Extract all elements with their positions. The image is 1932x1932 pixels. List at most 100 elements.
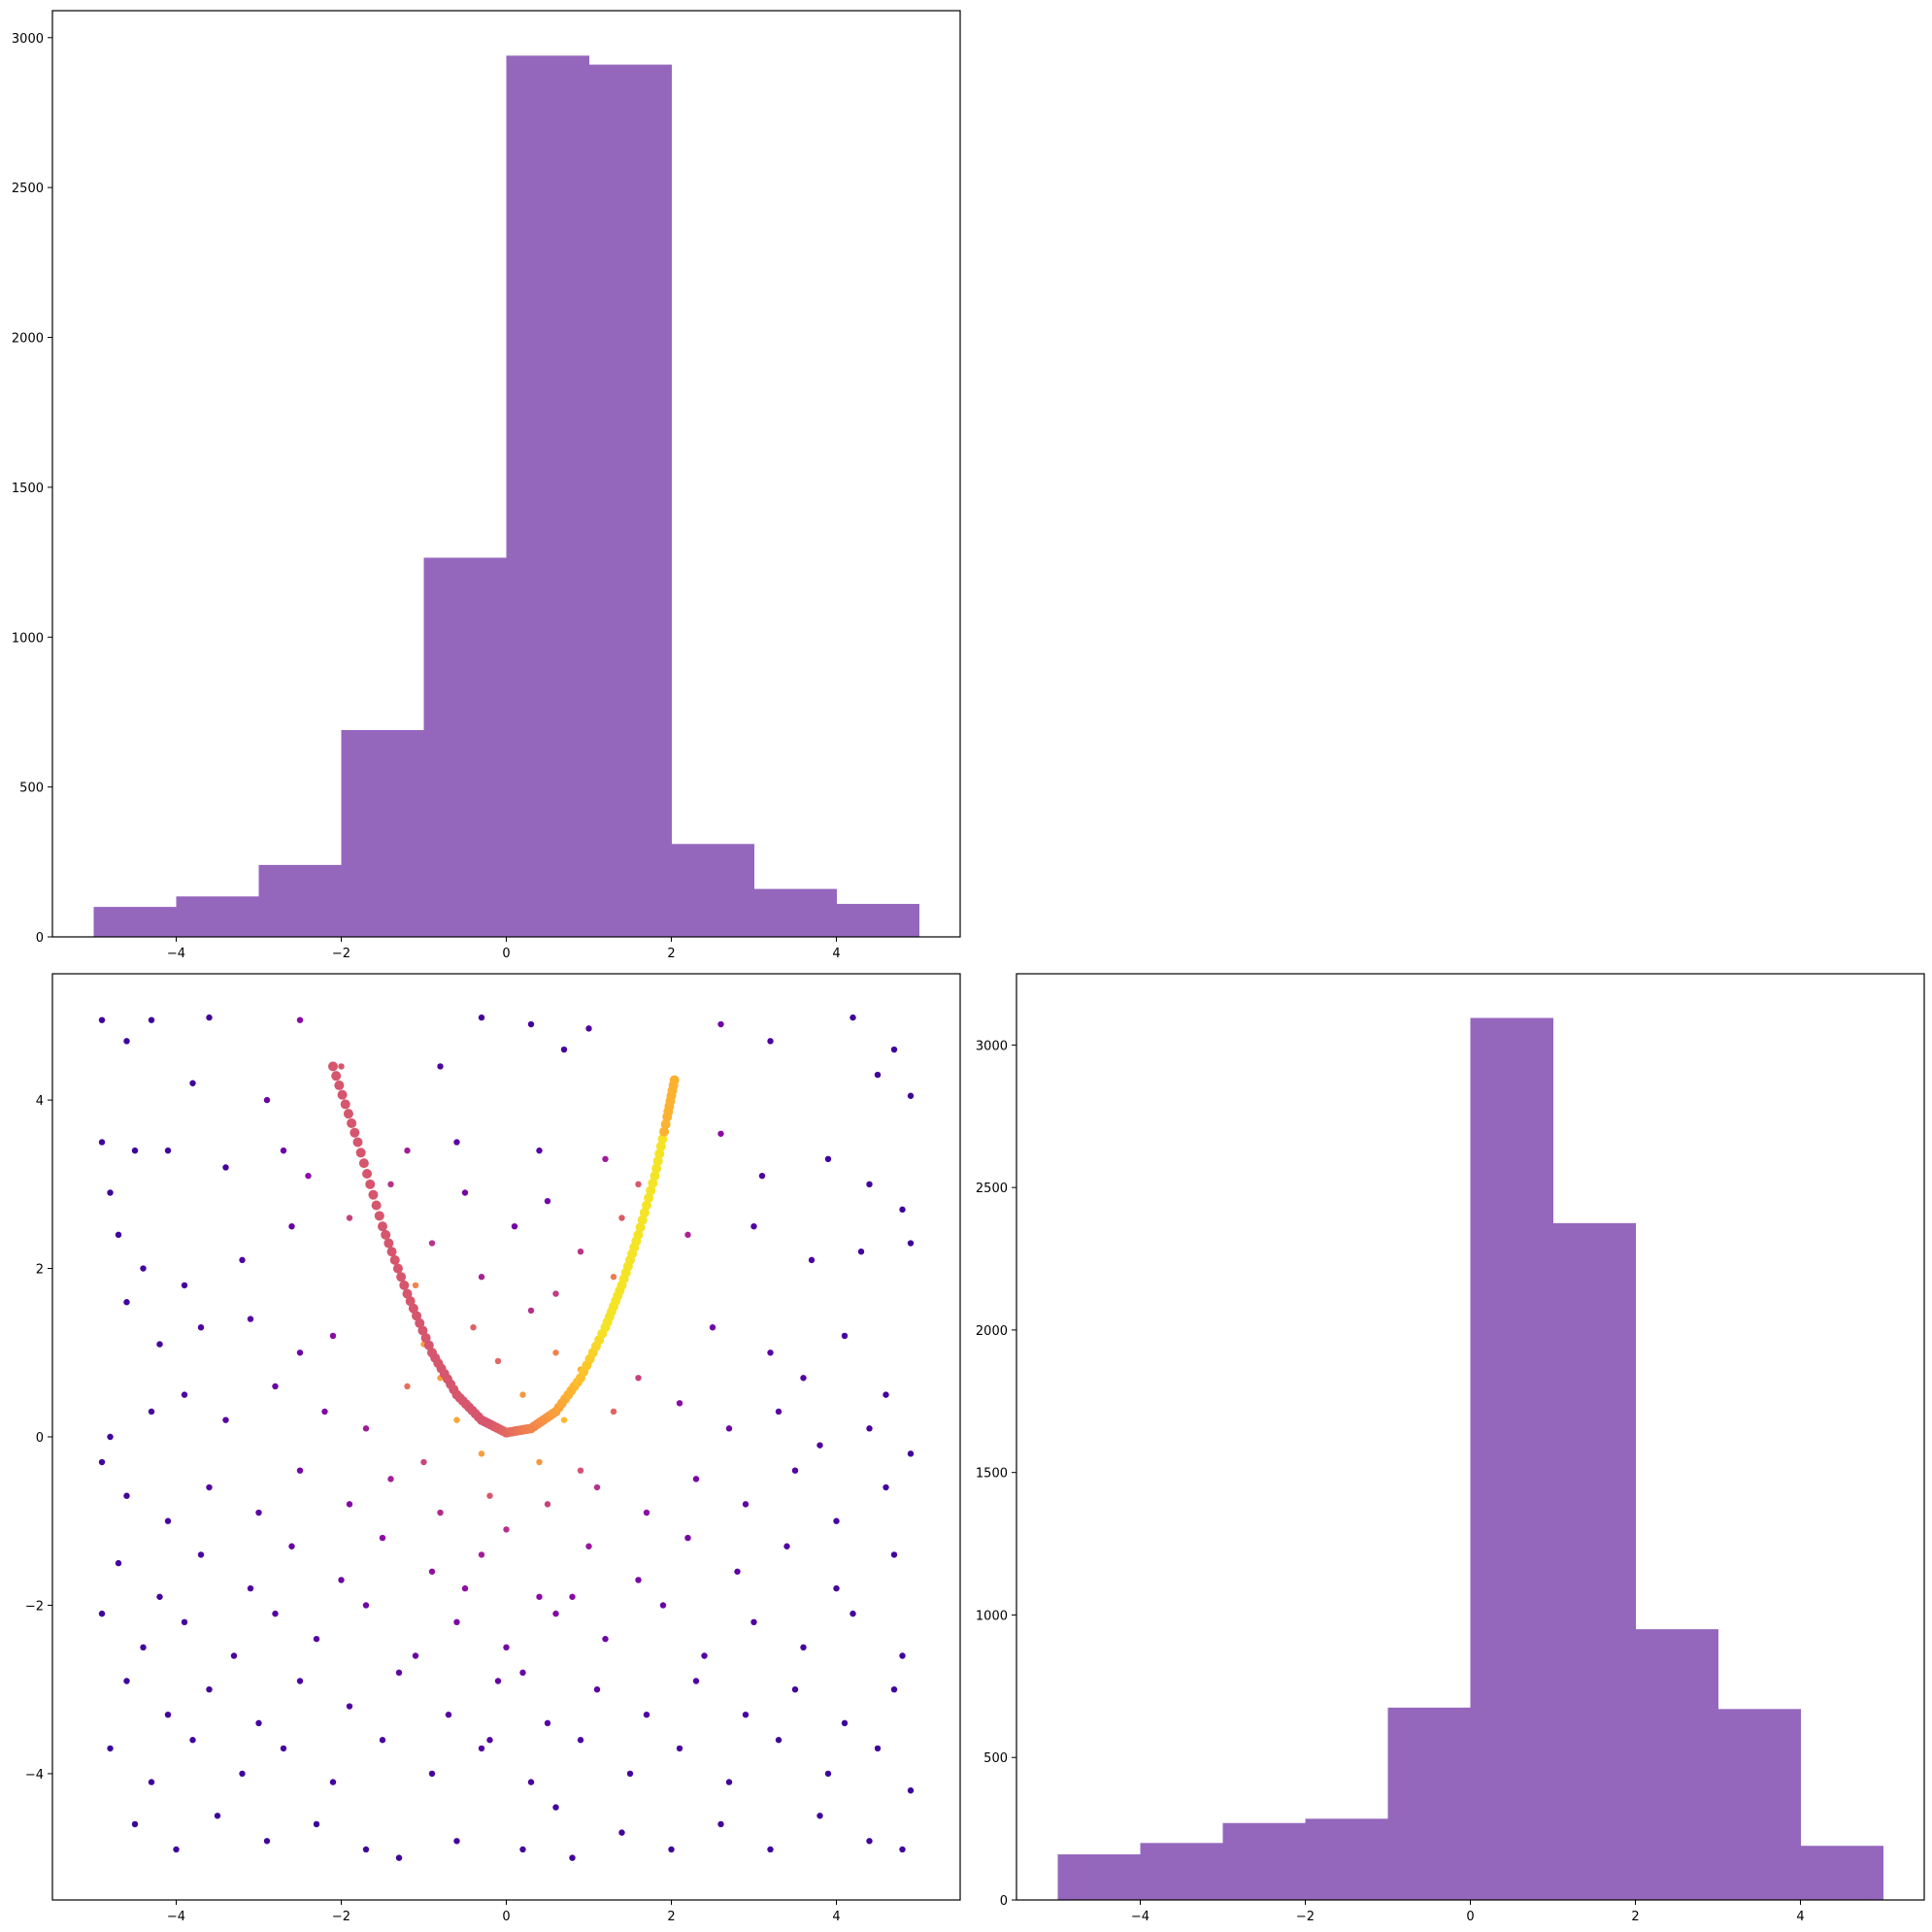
- y-tick-label: 4: [36, 1094, 44, 1109]
- scatter-point: [148, 1408, 155, 1416]
- scatter-point: [907, 1787, 915, 1794]
- scatter-point: [833, 1517, 840, 1524]
- x-tick-label: −4: [1131, 1910, 1149, 1924]
- scatter-point: [181, 1282, 188, 1289]
- scatter-point: [907, 1450, 915, 1457]
- scatter-point: [346, 1501, 353, 1508]
- scatter-point: [383, 1238, 394, 1249]
- scatter-point: [635, 1577, 642, 1583]
- scatter-point: [206, 1014, 213, 1021]
- scatter-point: [552, 1804, 559, 1811]
- scatter-point: [701, 1652, 708, 1659]
- scatter-point: [750, 1222, 757, 1230]
- scatter-point: [181, 1391, 188, 1398]
- scatter-point: [692, 1476, 700, 1482]
- scatter-point: [399, 1280, 410, 1290]
- x-tick-label: 4: [832, 947, 840, 961]
- scatter-point: [519, 1846, 526, 1853]
- scatter-point: [374, 1211, 384, 1221]
- axes-frame: [1016, 973, 1925, 1901]
- scatter-point: [527, 1307, 535, 1315]
- scatter-point: [280, 1745, 287, 1752]
- histogram-bar: [423, 557, 507, 937]
- scatter-point: [635, 1181, 642, 1188]
- x-tick-label: 2: [667, 947, 675, 961]
- scatter-point: [626, 1770, 634, 1778]
- scatter-point: [296, 1016, 304, 1023]
- scatter-point: [423, 1340, 434, 1350]
- scatter-point: [593, 1483, 601, 1491]
- scatter-point: [800, 1375, 807, 1382]
- scatter-point: [272, 1382, 279, 1390]
- scatter-point: [676, 1745, 683, 1752]
- scatter-panel: −4 −2 0 2 4 −4 −2 0 2 4: [25, 973, 961, 1924]
- scatter-point: [654, 1149, 665, 1159]
- scatter-point: [907, 1240, 915, 1247]
- scatter-point: [478, 1014, 485, 1021]
- scatter-point: [684, 1231, 691, 1239]
- scatter-point: [536, 1147, 543, 1154]
- scatter-point: [544, 1197, 551, 1205]
- scatter-point: [637, 1215, 648, 1225]
- histogram-bar: [1222, 1822, 1306, 1900]
- histogram-bar: [1387, 1707, 1471, 1900]
- scatter-point: [392, 1263, 403, 1274]
- scatter-point: [230, 1652, 238, 1659]
- scatter-point: [164, 1517, 172, 1524]
- scatter-point: [350, 1127, 360, 1138]
- y-tick-label: 0: [36, 1431, 44, 1446]
- scatter-point: [659, 1126, 670, 1137]
- scatter-point: [365, 1179, 376, 1189]
- histogram-bar: [671, 844, 754, 937]
- scatter-point: [288, 1222, 295, 1230]
- scatter-point: [676, 1400, 683, 1407]
- histogram-bar: [753, 888, 837, 937]
- scatter-point: [585, 1025, 592, 1032]
- scatter-point: [874, 1071, 882, 1079]
- scatter-point: [767, 1038, 774, 1045]
- scatter-point: [824, 1770, 832, 1778]
- scatter-point: [857, 1249, 865, 1255]
- scatter-point: [866, 1425, 873, 1432]
- y-tick-label: 500: [19, 782, 44, 796]
- scatter-point: [404, 1382, 411, 1390]
- scatter-point: [445, 1712, 452, 1718]
- scatter-point: [494, 1678, 502, 1684]
- axes-frame: [51, 973, 961, 1901]
- histogram-right-panel: −4 −2 0 2 4 0 500 1000 1500 2000 2500 3000: [976, 973, 1925, 1924]
- scatter-point: [725, 1779, 733, 1785]
- scatter-point: [503, 1644, 510, 1651]
- scatter-point: [800, 1644, 807, 1651]
- scatter-point: [734, 1568, 741, 1575]
- scatter-point: [660, 1119, 671, 1130]
- scatter-point: [841, 1719, 849, 1727]
- scatter-point: [415, 1317, 425, 1328]
- scatter-point: [899, 1846, 906, 1853]
- scatter-point: [544, 1719, 551, 1727]
- scatter-point: [655, 1141, 666, 1151]
- scatter-point: [750, 1618, 757, 1626]
- scatter-point: [156, 1593, 163, 1600]
- scatter-point: [408, 1303, 418, 1314]
- scatter-point: [428, 1568, 436, 1575]
- scatter-point: [659, 1602, 667, 1609]
- scatter-point: [263, 1838, 271, 1845]
- scatter-point: [123, 1299, 130, 1306]
- scatter-point: [453, 1838, 460, 1845]
- scatter-point: [338, 1577, 345, 1583]
- scatter-point: [461, 1584, 469, 1592]
- scatter-point: [503, 1526, 510, 1533]
- x-tick-label: 0: [502, 1910, 510, 1924]
- y-tick-label: −2: [25, 1599, 44, 1614]
- scatter-point: [668, 1846, 675, 1853]
- x-tick-label: 2: [667, 1910, 675, 1924]
- scatter-point: [412, 1652, 419, 1659]
- y-tick-label: 2500: [12, 182, 44, 196]
- scatter-point: [255, 1509, 262, 1516]
- scatter-point: [644, 1192, 654, 1203]
- scatter-point: [328, 1061, 338, 1072]
- scatter-point: [131, 1820, 139, 1828]
- scatter-point: [494, 1357, 502, 1365]
- scatter-point: [519, 1391, 526, 1398]
- scatter-point: [577, 1249, 584, 1255]
